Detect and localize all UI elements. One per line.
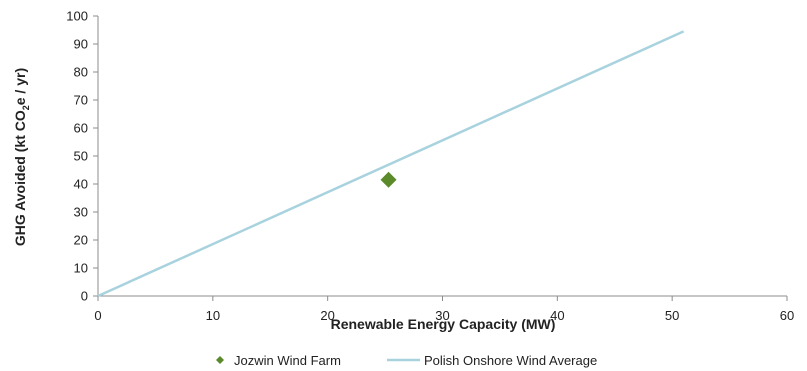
y-tick-label: 90 bbox=[74, 37, 88, 52]
legend-label-polish-average: Polish Onshore Wind Average bbox=[424, 353, 597, 368]
x-tick-label: 50 bbox=[665, 308, 679, 323]
y-axis-title: GHG Avoided (kt CO2e / yr) bbox=[12, 68, 31, 246]
y-tick-label: 50 bbox=[74, 149, 88, 164]
data-point-jozwin-wind-farm bbox=[380, 171, 397, 188]
y-tick-label: 20 bbox=[74, 233, 88, 248]
y-axis-title-part-1: GHG Avoided (kt CO bbox=[12, 110, 28, 246]
x-tick-label: 0 bbox=[94, 308, 101, 323]
y-tick-label: 100 bbox=[66, 9, 88, 24]
legend-label-jozwin: Jozwin Wind Farm bbox=[234, 353, 341, 368]
axes bbox=[93, 15, 788, 301]
y-axis-title-part-2: e / yr) bbox=[12, 68, 28, 105]
y-tick-label: 40 bbox=[74, 177, 88, 192]
y-tick-label: 30 bbox=[74, 205, 88, 220]
x-tick-label: 10 bbox=[206, 308, 220, 323]
series-line-polish-onshore-average bbox=[97, 30, 685, 298]
legend: Jozwin Wind Farm Polish Onshore Wind Ave… bbox=[216, 353, 597, 368]
y-tick-label: 10 bbox=[74, 261, 88, 276]
y-tick-label: 70 bbox=[74, 93, 88, 108]
tick-labels: 0 10 20 30 40 50 60 70 80 90 100 0 10 20 30 40 50 60 bbox=[66, 9, 794, 324]
legend-item-polish-average: Polish Onshore Wind Average bbox=[387, 353, 597, 368]
legend-diamond-marker bbox=[216, 356, 224, 364]
x-axis-title: Renewable Energy Capacity (MW) bbox=[331, 316, 556, 332]
x-tick-label: 60 bbox=[780, 308, 794, 323]
series bbox=[97, 30, 685, 298]
x-tick-label: 30 bbox=[435, 308, 449, 323]
legend-item-jozwin: Jozwin Wind Farm bbox=[216, 353, 341, 368]
y-tick-label: 80 bbox=[74, 65, 88, 80]
x-tick-label: 20 bbox=[320, 308, 334, 323]
y-axis-title-subscript: 2 bbox=[21, 105, 31, 110]
x-tick-label: 40 bbox=[550, 308, 564, 323]
y-tick-label: 0 bbox=[81, 289, 88, 304]
y-tick-label: 60 bbox=[74, 121, 88, 136]
